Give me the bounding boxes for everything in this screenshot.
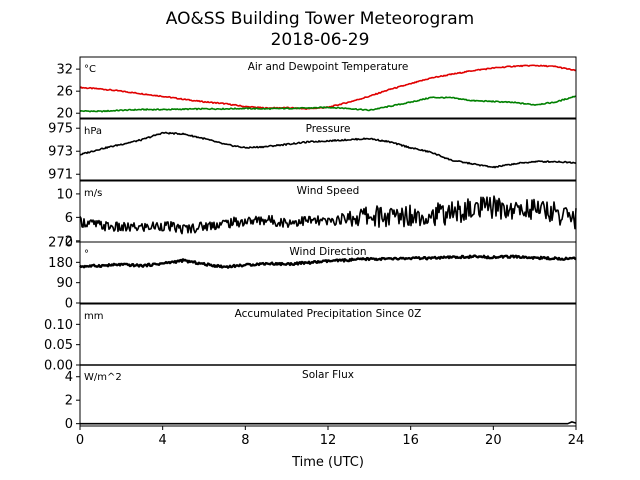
temperature-series-line-1 — [79, 95, 576, 113]
temperature-unit-label: °C — [84, 64, 96, 75]
solar_flux-unit-label: W/m^2 — [84, 372, 122, 383]
wind_speed-ytick-label: 2 — [65, 234, 73, 249]
panel-precipitation: 0.10 0.05 0.00 mm Accumulated Precipitation … — [44, 303, 577, 374]
solar_flux-ytick-label: 2 — [65, 394, 73, 409]
precipitation-ytick-label: 0.10 — [44, 318, 73, 333]
pressure-ytick-label: 973 — [48, 145, 73, 160]
panel-pressure: 975 973 971 hPa Pressure — [48, 118, 577, 183]
wind_direction-ytick-label: 180 — [48, 256, 73, 271]
wind_speed-series-line-0 — [79, 195, 577, 235]
wind_direction-unit-label: ° — [84, 249, 89, 260]
temperature-ytick-label: 32 — [56, 63, 73, 78]
wind_direction-series-line-0 — [79, 254, 577, 269]
panel-solar_flux: 4 2 0 W/m^2 Solar Flux — [65, 364, 577, 432]
panel-temperature: 32 26 20 °C Air and Dewpoint Temperature — [56, 56, 577, 122]
wind_speed-panel-title: Wind Speed — [297, 185, 360, 197]
xtick-label: 4 — [159, 433, 167, 448]
precipitation-unit-label: mm — [84, 311, 103, 322]
figure-title: AO&SS Building Tower Meteorogram — [166, 9, 474, 29]
wind_direction-panel-title: Wind Direction — [289, 246, 366, 258]
temperature-ytick-label: 26 — [56, 85, 73, 100]
xtick-label: 12 — [320, 433, 337, 448]
temperature-frame — [79, 56, 577, 119]
xtick-label: 8 — [241, 433, 249, 448]
precipitation-ytick-label: 0.05 — [44, 338, 73, 353]
precipitation-ytick-label: 0.00 — [44, 359, 73, 374]
figure-subtitle: 2018-06-29 — [271, 30, 370, 50]
solar_flux-series-line-0 — [80, 421, 577, 425]
panel-wind_direction: 270 180 90 0 ° Wind Direction — [48, 236, 577, 312]
pressure-panel-title: Pressure — [306, 123, 351, 135]
temperature-panel-title: Air and Dewpoint Temperature — [248, 61, 409, 73]
wind_direction-frame — [79, 241, 577, 304]
solar_flux-ytick-label: 4 — [65, 370, 73, 385]
x-axis: 0 4 8 12 16 20 24 — [76, 426, 584, 448]
pressure-unit-label: hPa — [84, 126, 102, 137]
xtick-label: 20 — [485, 433, 502, 448]
x-axis-label: Time (UTC) — [291, 455, 364, 470]
xtick-label: 16 — [402, 433, 419, 448]
pressure-ytick-label: 975 — [48, 122, 73, 137]
wind_direction-ytick-label: 0 — [65, 297, 73, 312]
wind_direction-ytick-label: 270 — [48, 236, 73, 251]
panel-wind_speed: 10 6 2 m/s Wind Speed — [56, 180, 577, 249]
temperature-ytick-label: 20 — [56, 107, 73, 122]
solar_flux-panel-title: Solar Flux — [302, 369, 354, 381]
solar_flux-ytick-label: 0 — [65, 417, 73, 432]
pressure-ytick-label: 971 — [48, 168, 73, 183]
precipitation-panel-title: Accumulated Precipitation Since 0Z — [235, 308, 422, 320]
wind_speed-unit-label: m/s — [84, 188, 102, 199]
wind_speed-ytick-label: 6 — [65, 211, 73, 226]
xtick-label: 24 — [568, 433, 585, 448]
wind_direction-ytick-label: 90 — [56, 276, 73, 291]
pressure-frame — [79, 118, 577, 181]
xtick-label: 0 — [76, 433, 84, 448]
wind_speed-ytick-label: 10 — [56, 187, 73, 202]
pressure-series-line-0 — [79, 131, 577, 169]
